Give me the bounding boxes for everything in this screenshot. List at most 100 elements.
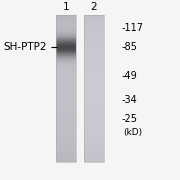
Bar <box>56 150 76 151</box>
Bar <box>56 20 76 21</box>
Bar <box>56 160 76 161</box>
Bar <box>84 130 103 131</box>
Bar <box>56 116 76 117</box>
Bar <box>84 97 103 98</box>
Bar <box>56 16 76 17</box>
Bar <box>84 86 103 87</box>
Bar <box>84 100 103 101</box>
Bar <box>56 42 76 43</box>
Bar <box>84 76 103 77</box>
Bar <box>84 91 103 92</box>
Bar <box>56 79 76 80</box>
Bar <box>56 71 76 72</box>
Bar <box>56 70 76 71</box>
Bar <box>56 151 76 152</box>
Bar <box>84 98 103 99</box>
Bar <box>56 76 76 77</box>
Bar <box>84 55 103 56</box>
Bar <box>56 94 76 95</box>
Bar <box>56 138 76 139</box>
Bar <box>84 126 103 127</box>
Bar <box>56 77 76 78</box>
Bar <box>56 28 76 29</box>
Bar <box>84 117 103 118</box>
Bar <box>84 24 103 25</box>
Bar <box>56 82 76 83</box>
Bar <box>56 65 76 66</box>
Bar <box>84 53 103 54</box>
Bar <box>84 112 103 113</box>
Bar <box>84 73 103 74</box>
Bar <box>84 64 103 65</box>
Bar <box>56 146 76 147</box>
Bar <box>56 45 76 46</box>
Bar <box>84 157 103 158</box>
Bar <box>84 105 103 106</box>
Bar <box>56 41 76 42</box>
Bar <box>56 104 76 105</box>
Bar <box>84 146 103 147</box>
Bar <box>84 27 103 28</box>
Bar <box>56 128 76 129</box>
Bar <box>56 144 76 145</box>
Bar <box>56 43 76 44</box>
Bar <box>56 125 76 126</box>
Bar <box>84 131 103 132</box>
Bar <box>56 56 76 57</box>
Bar <box>84 37 103 38</box>
Bar <box>84 87 103 88</box>
Bar <box>56 131 76 132</box>
Bar <box>56 110 76 111</box>
Bar <box>84 38 103 39</box>
Bar <box>84 106 103 107</box>
Bar <box>56 15 76 16</box>
Bar <box>56 51 76 52</box>
Bar <box>84 121 103 122</box>
Bar <box>56 156 76 157</box>
Bar <box>56 90 76 91</box>
Bar <box>84 43 103 44</box>
Bar <box>84 95 103 96</box>
Bar <box>84 140 103 141</box>
Bar <box>56 75 76 76</box>
Bar <box>56 46 76 47</box>
Text: -34: -34 <box>122 95 137 105</box>
Bar <box>56 126 76 127</box>
Bar <box>56 29 76 30</box>
Bar <box>56 38 76 39</box>
Bar <box>56 133 76 134</box>
Text: 1: 1 <box>62 2 69 12</box>
Bar <box>84 42 103 43</box>
Bar <box>56 134 76 135</box>
Bar <box>56 143 76 144</box>
Bar <box>84 115 103 116</box>
Bar <box>56 84 76 85</box>
Bar <box>84 137 103 138</box>
Bar <box>56 123 76 124</box>
Bar <box>84 59 103 60</box>
Bar <box>84 94 103 95</box>
Bar <box>56 23 76 24</box>
Bar <box>56 15 76 162</box>
Bar <box>56 141 76 142</box>
Bar <box>84 40 103 41</box>
Bar <box>56 48 76 49</box>
Bar <box>84 127 103 128</box>
Bar <box>56 152 76 153</box>
Bar <box>56 124 76 125</box>
Bar <box>84 28 103 29</box>
Bar <box>56 83 76 84</box>
Bar <box>56 62 76 63</box>
Bar <box>84 119 103 120</box>
Bar <box>56 103 76 104</box>
Bar <box>56 22 76 23</box>
Bar <box>84 141 103 142</box>
Bar <box>84 47 103 48</box>
Bar <box>56 24 76 25</box>
Bar <box>56 35 76 36</box>
Bar <box>84 77 103 78</box>
Bar <box>84 150 103 151</box>
Bar <box>56 34 76 35</box>
Bar <box>56 97 76 98</box>
Bar <box>84 96 103 97</box>
